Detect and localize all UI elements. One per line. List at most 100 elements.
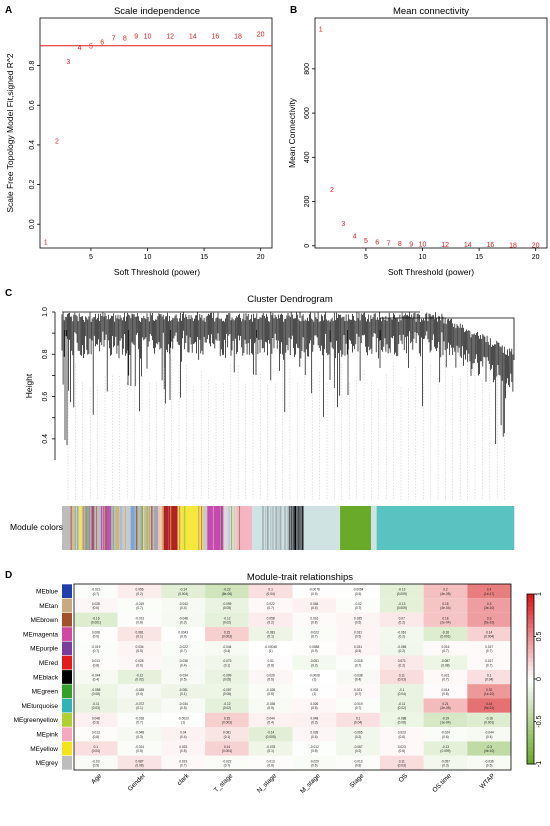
color-scale-step — [527, 674, 534, 680]
heatmap-cell-value: 0.035 — [354, 616, 362, 620]
heatmap-cell-pvalue: (0.08) — [441, 663, 449, 667]
module-swatch — [62, 670, 72, 684]
heatmap-cell-pvalue: (0.04) — [266, 592, 274, 596]
heatmap-cell-pvalue: (0.1) — [267, 749, 274, 753]
module-color-block — [207, 506, 224, 550]
mean-connectivity-point-label: 9 — [409, 242, 413, 249]
module-color-streak — [90, 506, 92, 550]
heatmap-cell-value: 0.048 — [310, 716, 318, 720]
heatmap-cell-pvalue: (0.1) — [136, 635, 143, 639]
heatmap-cell — [161, 712, 206, 728]
color-scale-step — [527, 649, 534, 654]
heatmap-cell — [74, 698, 118, 713]
mean-connectivity-point-label: 12 — [441, 242, 449, 249]
scale-independence-y-label: Scale Free Topology Model Fit,signed R^2 — [5, 53, 15, 213]
module-color-streak — [71, 506, 72, 550]
module-color-streak — [153, 506, 154, 550]
heatmap-cell-value: 0.071 — [398, 659, 406, 663]
heatmap-cell — [161, 626, 206, 642]
heatmap-cell — [74, 755, 118, 770]
heatmap-cell-value: -0.044 — [222, 645, 231, 649]
color-scale-step — [527, 700, 534, 705]
module-color-streak — [151, 506, 152, 550]
heatmap-cell-value: 0.18 — [442, 616, 448, 620]
module-color-streak — [270, 506, 272, 550]
module-color-block — [78, 506, 83, 550]
heatmap-cell-pvalue: (5e-10) — [484, 620, 494, 624]
heatmap-cell — [379, 641, 424, 656]
module-color-streak — [291, 506, 293, 550]
heatmap-cell-value: 0.3 — [487, 602, 492, 606]
heatmap-cell-value: -0.051 — [310, 659, 319, 663]
module-color-streak — [239, 506, 241, 550]
heatmap-cell-pvalue: (0.1) — [224, 735, 231, 739]
module-color-streak — [301, 506, 303, 550]
heatmap-cell — [467, 712, 511, 728]
heatmap-cell — [379, 684, 424, 699]
heatmap-cell-value: -0.16 — [486, 716, 493, 720]
module-color-streak — [293, 506, 295, 550]
heatmap-cell-value: 0.056 — [136, 588, 144, 592]
module-color-streak — [178, 506, 180, 550]
heatmap-cell-pvalue: (0.6) — [93, 606, 100, 610]
heatmap-cell-pvalue: (4e-04) — [440, 606, 450, 610]
heatmap-cell — [292, 641, 337, 656]
heatmap-cell-pvalue: (0.08) — [398, 721, 406, 725]
module-color-streak — [300, 506, 302, 550]
heatmap-cell — [74, 741, 118, 756]
dendrogram-y-label: Height — [24, 373, 34, 398]
heatmap-cell-pvalue: (0.5) — [136, 649, 143, 653]
heatmap-cell — [379, 669, 424, 685]
heatmap-cell — [248, 612, 293, 627]
heatmap-cell-value: -0.065 — [354, 731, 363, 735]
heatmap-cell-value: -0.036 — [266, 702, 275, 706]
heatmap-cell — [467, 584, 511, 599]
heatmap-cell-pvalue: (0.1) — [267, 635, 274, 639]
heatmap-cell-pvalue: (0.7) — [136, 606, 143, 610]
heatmap-cell-pvalue: (0.2) — [355, 749, 362, 753]
module-swatch — [62, 584, 72, 599]
module-color-block — [162, 506, 178, 550]
heatmap-cell-value: 0.4 — [487, 588, 492, 592]
mean-connectivity-point-label: 1 — [319, 27, 323, 34]
dendrogram-y-tick-label: 1.0 — [42, 307, 49, 317]
color-scale-step — [527, 759, 534, 765]
module-color-streak — [104, 506, 106, 550]
module-color-streak — [162, 506, 164, 550]
heatmap-cell — [423, 641, 468, 656]
heatmap-cell-pvalue: (0.02) — [398, 706, 406, 710]
heatmap-cell — [336, 684, 380, 699]
heatmap-cell-pvalue: (2e-05) — [440, 706, 450, 710]
panel-label-a: A — [5, 5, 12, 16]
heatmap-cell — [205, 684, 249, 699]
heatmap-cell-value: -0.067 — [354, 745, 363, 749]
color-scale-step — [527, 696, 534, 701]
heatmap-cell-value: -0.019 — [354, 702, 363, 706]
module-color-streak — [198, 506, 200, 550]
heatmap-cell-pvalue: (8e-06) — [222, 592, 232, 596]
color-scale-tick-label: 0 — [536, 677, 543, 681]
mean-connectivity-x-ticks: 5 10 15 20 — [364, 248, 540, 261]
heatmap-cell-value: 0.033 — [179, 745, 187, 749]
heatmap-cell-pvalue: (0.4) — [311, 606, 318, 610]
module-color-streak — [134, 506, 135, 550]
heatmap-cell — [336, 598, 380, 613]
mean-connectivity-y-tick-label: 400 — [304, 151, 311, 163]
heatmap-cell — [379, 712, 424, 728]
heatmap-cell-pvalue: (0.5) — [355, 649, 362, 653]
heatmap-cell — [117, 612, 162, 627]
module-color-streak — [265, 506, 267, 550]
heatmap-cell-value: -0.072 — [135, 702, 144, 706]
scale-independence-point-label: 6 — [100, 39, 104, 46]
module-color-block — [340, 506, 372, 550]
module-color-streak — [299, 506, 300, 550]
mean-connectivity-y-ticks: 0 200 400 600 800 — [304, 63, 315, 248]
heatmap-cell-pvalue: (0.5) — [267, 706, 274, 710]
heatmap-cell-pvalue: (5e-21) — [484, 706, 494, 710]
heatmap-cell-pvalue: (0.7) — [136, 721, 143, 725]
heatmap-cell-pvalue: (0.001) — [440, 635, 450, 639]
mean-connectivity-y-tick-label: 0 — [304, 244, 311, 248]
heatmap-cell-value: 0.014 — [441, 688, 449, 692]
heatmap-cell — [423, 626, 468, 642]
heatmap-cell-value: 0.016 — [441, 645, 449, 649]
